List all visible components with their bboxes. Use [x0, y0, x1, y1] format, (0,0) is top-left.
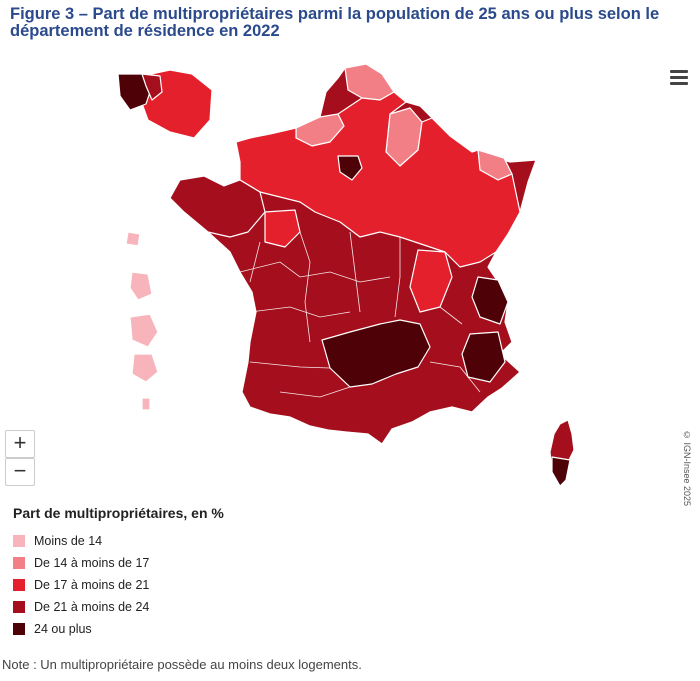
zoom-out-button[interactable]: −	[5, 458, 35, 486]
choropleth-map-france[interactable]	[100, 62, 580, 492]
figure-title: Figure 3 – Part de multipropriétaires pa…	[10, 5, 660, 40]
department-borders	[239, 231, 481, 398]
zoom-in-button[interactable]: +	[5, 430, 35, 458]
legend-label: De 17 à moins de 21	[34, 578, 150, 592]
legend-swatch	[13, 579, 25, 591]
paris-inset-mid	[141, 73, 163, 101]
legend-item-24-plus: 24 ou plus	[13, 622, 92, 636]
legend-item-14-17: De 14 à moins de 17	[13, 556, 149, 570]
legend-item-moins-14: Moins de 14	[13, 534, 102, 548]
region-savoie	[471, 276, 509, 325]
region-paris	[337, 155, 363, 181]
region-centre-red	[264, 209, 301, 248]
legend-label: De 14 à moins de 17	[34, 556, 150, 570]
region-massif-central-dark	[321, 319, 431, 388]
hamburger-menu-icon[interactable]	[670, 70, 688, 86]
region-north-red	[235, 91, 521, 268]
legend-swatch	[13, 623, 25, 635]
legend-swatch	[13, 535, 25, 547]
overseas-reunion	[131, 353, 159, 383]
region-bretagne	[169, 175, 266, 238]
legend-title: Part de multipropriétaires, en %	[13, 505, 224, 521]
legend-label: 24 ou plus	[34, 622, 92, 636]
overseas-martinique	[129, 271, 153, 301]
overseas-guadeloupe	[125, 231, 141, 247]
legend-item-17-21: De 17 à moins de 21	[13, 578, 149, 592]
legend-swatch	[13, 601, 25, 613]
corsica-south	[551, 456, 571, 487]
legend-swatch	[13, 557, 25, 569]
footnote: Note : Un multipropriétaire possède au m…	[2, 657, 362, 672]
region-hautes-alpes	[461, 331, 506, 383]
legend-label: De 21 à moins de 24	[34, 600, 150, 614]
overseas-mayotte	[141, 397, 151, 411]
overseas-guyane	[129, 313, 159, 348]
copyright-credit: © IGN-Insee 2025	[682, 430, 692, 507]
legend-label: Moins de 14	[34, 534, 103, 548]
legend-item-21-24: De 21 à moins de 24	[13, 600, 149, 614]
